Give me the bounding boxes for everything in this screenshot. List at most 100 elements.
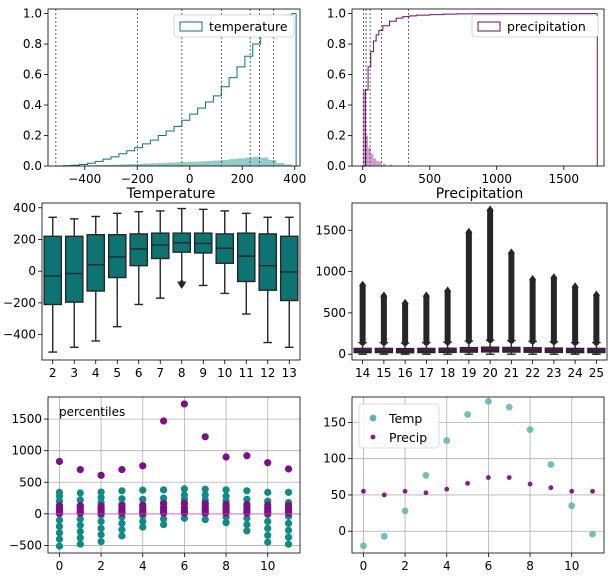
x-tick-label: 19: [461, 366, 476, 380]
y-tick-label: 200: [13, 232, 36, 246]
temp-point: [55, 522, 64, 531]
box-7: [150, 210, 170, 299]
x-tick-label: −200: [121, 172, 154, 186]
legend: temperature: [173, 14, 295, 38]
outlier-marker: [465, 227, 473, 238]
outlier-marker: [444, 286, 452, 297]
temp-point: [55, 488, 64, 496]
outlier-marker: [529, 274, 537, 285]
temp-point: [243, 487, 251, 495]
y-tick-label: 0.6: [23, 68, 42, 82]
density-bar: [268, 159, 277, 166]
precip-point: [569, 488, 575, 494]
temp-point: [201, 485, 209, 493]
density-bar: [134, 163, 143, 166]
chart-title: Temperature: [126, 186, 216, 202]
x-tick-label: 0: [359, 172, 367, 186]
temp-point: [180, 485, 189, 493]
temp-box: Temperature 2 3 4 5 6 7 8 9 10 11 12 13 −400 −200 0 200 4…: [3, 186, 301, 380]
outlier-marker: [486, 205, 494, 216]
temp-point: [55, 535, 64, 543]
y-tick-label: 0.2: [23, 129, 42, 143]
x-tick-label: 10: [217, 366, 232, 380]
precip-point: [118, 502, 126, 510]
density-bar: [126, 164, 135, 166]
temp-point: [76, 540, 84, 548]
temp-point: [264, 517, 272, 526]
temp-point: [264, 531, 272, 539]
density-bar: [260, 157, 269, 166]
precip-box-frame: [351, 202, 608, 361]
outlier-marker: [359, 280, 367, 291]
box-body: [258, 233, 278, 291]
box-22: [523, 274, 542, 355]
y-tick-label: −200: [3, 296, 36, 310]
density-bar: [252, 156, 261, 166]
box-body: [64, 235, 84, 303]
x-tick-label: 10: [564, 559, 579, 573]
temp-point: [201, 491, 209, 499]
density-bar: [189, 161, 198, 166]
temp-point: [589, 530, 596, 538]
box-11: [236, 212, 256, 315]
x-tick-label: 7: [156, 366, 164, 380]
box-body: [150, 232, 170, 260]
x-tick-label: 8: [178, 366, 186, 380]
legend-label: precipitation: [507, 19, 586, 34]
x-tick-label: 8: [222, 559, 230, 573]
box-body: [279, 235, 299, 302]
x-tick-label: 0: [56, 559, 64, 573]
box-10: [215, 210, 235, 295]
x-tick-label: 11: [239, 366, 254, 380]
legend: precipitation: [471, 14, 599, 38]
precip-hist: 0.0 0.2 0.4 0.6 0.8 1.0 0 500 1000 1500 precipitat…: [327, 7, 605, 186]
box-24: [565, 282, 585, 355]
density-bar: [95, 165, 104, 166]
density-bar: [362, 89, 366, 166]
box-2: [43, 216, 63, 353]
chart-title: Precipitation: [436, 186, 524, 202]
temp-point: [243, 527, 251, 535]
density-bar: [166, 162, 174, 166]
cumulative-step: [362, 13, 598, 167]
temp-point: [55, 529, 64, 537]
box-13: [279, 216, 299, 349]
density-bar: [229, 159, 237, 166]
precip-point: [180, 499, 189, 507]
temp-point: [568, 502, 576, 510]
x-tick-label: 5: [113, 366, 121, 380]
temp-point: [264, 538, 272, 546]
temp-point: [243, 495, 251, 503]
y-tick-label: 0.0: [23, 159, 42, 173]
legend-marker: [369, 414, 377, 422]
precip-point: [55, 457, 64, 466]
temp-point: [118, 532, 126, 540]
precip-point: [402, 488, 408, 494]
x-tick-label: 24: [567, 366, 582, 380]
y-tick-label: 0: [28, 264, 36, 278]
precip-hist-frame: [351, 8, 605, 167]
x-tick-label: 3: [70, 366, 78, 380]
temp-point: [422, 471, 430, 479]
temp-point: [264, 524, 272, 532]
temp-point: [139, 517, 147, 526]
precip-point: [222, 500, 230, 508]
box-17: [417, 291, 436, 355]
y-tick-label: 0: [338, 524, 346, 538]
density-bar: [382, 163, 386, 166]
density-bar: [376, 160, 379, 166]
precip-point: [264, 501, 272, 509]
temp-point: [76, 489, 84, 497]
x-tick-label: 400: [283, 172, 306, 186]
y-tick-label: 1000: [11, 444, 42, 458]
outlier-marker: [422, 291, 430, 302]
legend-swatch: [179, 21, 203, 32]
x-tick-label: 0: [360, 559, 368, 573]
outlier-marker: [507, 248, 515, 259]
precip-point: [76, 466, 84, 474]
density-bar: [174, 162, 182, 166]
y-tick-label: 0.8: [23, 37, 42, 51]
temp-point: [505, 403, 513, 411]
y-tick-label: 500: [323, 306, 346, 320]
